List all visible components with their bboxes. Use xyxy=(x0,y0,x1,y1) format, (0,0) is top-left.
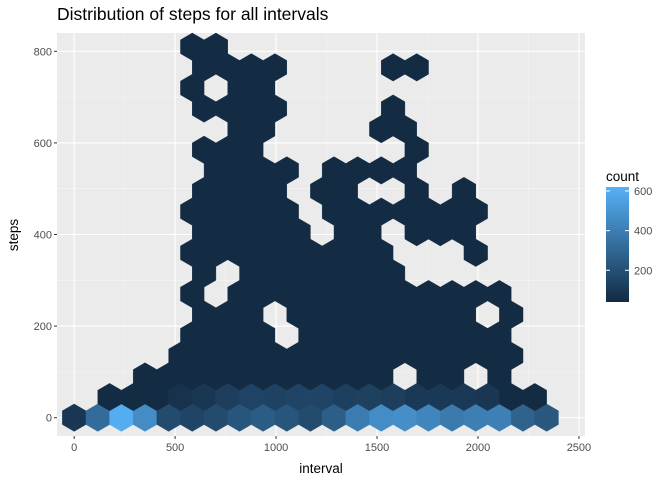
hex-bin xyxy=(522,383,547,412)
x-tick-label: 2500 xyxy=(567,442,591,454)
hex-bin xyxy=(404,53,429,82)
hex-bin xyxy=(274,156,299,185)
hex-bin xyxy=(487,280,512,309)
y-tick-label: 400 xyxy=(34,230,52,242)
x-tick-label: 1000 xyxy=(264,442,288,454)
hex-bin xyxy=(451,177,476,205)
chart-title: Distribution of steps for all intervals xyxy=(57,4,329,24)
y-axis-title: steps xyxy=(6,219,21,252)
x-tick-label: 2000 xyxy=(466,442,490,454)
legend: count 200 400 600 xyxy=(606,169,652,302)
hex-bins xyxy=(62,32,559,432)
legend-tick-label: 600 xyxy=(634,186,652,198)
y-tick-label: 0 xyxy=(46,413,52,425)
hex-bin xyxy=(381,94,406,123)
legend-tick-label: 400 xyxy=(634,226,652,238)
x-tick-label: 0 xyxy=(71,442,77,454)
y-tick-label: 800 xyxy=(34,46,52,58)
x-tick-label: 500 xyxy=(166,442,184,454)
legend-colorbar xyxy=(606,187,629,302)
x-axis-title: interval xyxy=(299,461,343,476)
axes: 0 500 1000 1500 2000 2500 0 200 400 600 800 xyxy=(34,46,592,454)
y-tick-label: 200 xyxy=(34,321,52,333)
legend-tick-label: 200 xyxy=(634,265,652,277)
legend-ticks: 200 400 600 xyxy=(606,186,652,277)
y-tick-label: 600 xyxy=(34,138,52,150)
hex-bin xyxy=(203,32,228,61)
legend-title: count xyxy=(606,169,639,184)
hex-bin xyxy=(262,53,287,82)
x-tick-label: 1500 xyxy=(365,442,389,454)
